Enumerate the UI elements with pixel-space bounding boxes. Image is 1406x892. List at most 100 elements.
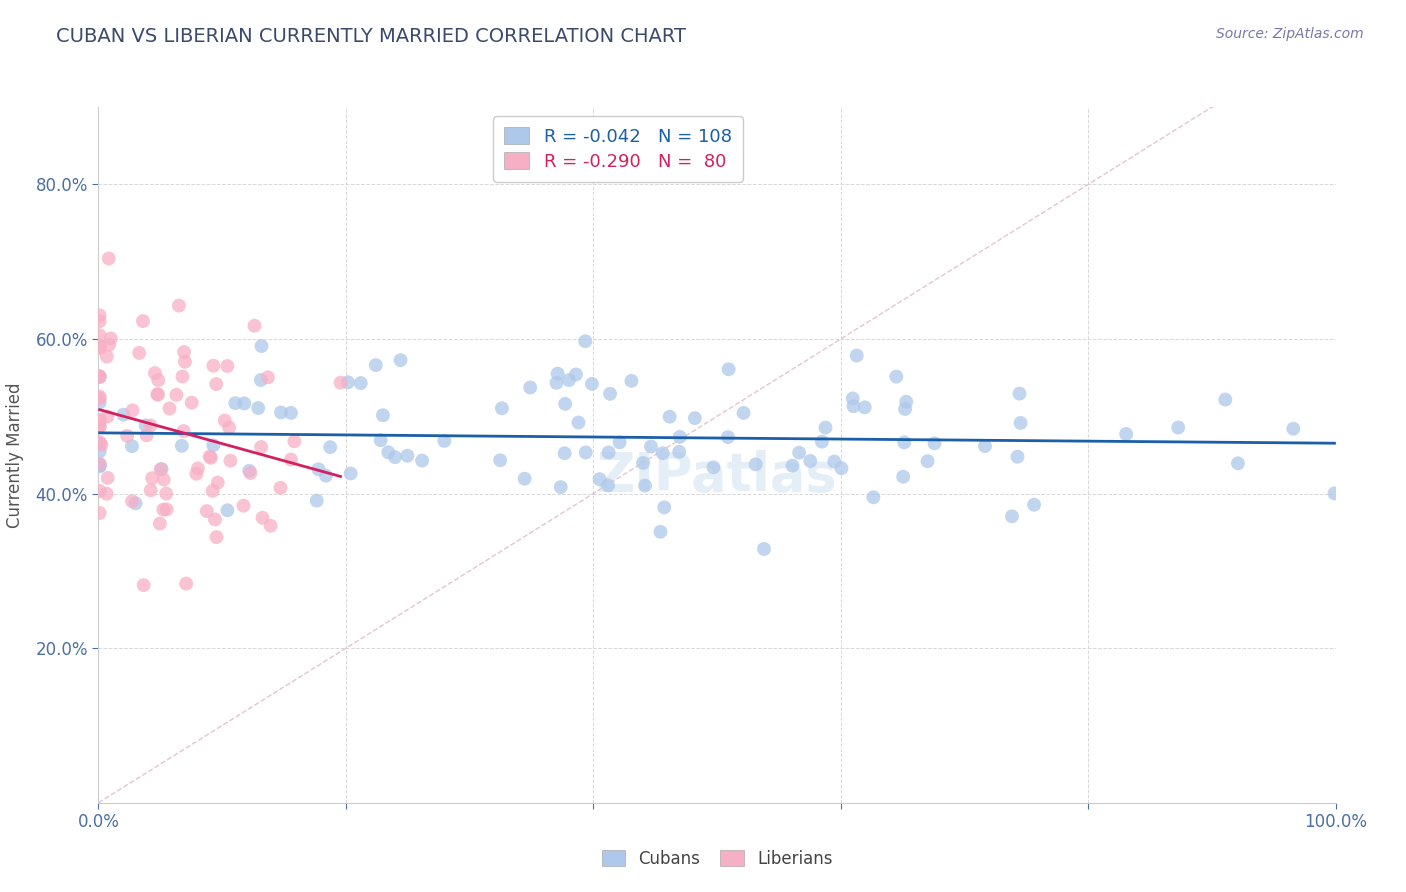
Point xyxy=(198,450,221,464)
Legend: Cubans, Liberians: Cubans, Liberians xyxy=(595,843,839,874)
Point xyxy=(305,493,328,508)
Point xyxy=(658,409,681,424)
Point xyxy=(195,504,218,518)
Point xyxy=(174,576,197,591)
Point xyxy=(1008,386,1031,401)
Point xyxy=(89,419,111,434)
Point xyxy=(842,399,865,413)
Y-axis label: Currently Married: Currently Married xyxy=(7,382,24,528)
Point xyxy=(132,314,155,328)
Point xyxy=(219,454,242,468)
Point xyxy=(377,445,399,459)
Point xyxy=(894,401,917,416)
Point xyxy=(89,369,111,384)
Point xyxy=(891,469,914,483)
Point xyxy=(371,408,394,422)
Point xyxy=(1115,427,1137,442)
Point xyxy=(146,387,169,401)
Point xyxy=(89,506,111,520)
Point xyxy=(217,503,239,517)
Point xyxy=(799,454,821,468)
Point xyxy=(218,420,240,434)
Point xyxy=(89,328,111,343)
Point xyxy=(782,458,804,473)
Point xyxy=(201,483,224,498)
Point xyxy=(148,373,170,387)
Point xyxy=(239,466,262,480)
Point xyxy=(575,445,598,459)
Point xyxy=(924,436,946,450)
Point xyxy=(98,338,121,352)
Point xyxy=(811,434,834,449)
Point xyxy=(489,453,512,467)
Point xyxy=(280,452,302,467)
Point xyxy=(329,376,352,390)
Point xyxy=(232,499,254,513)
Point xyxy=(149,516,172,531)
Point xyxy=(554,397,576,411)
Point xyxy=(1022,498,1045,512)
Point xyxy=(89,436,111,450)
Point xyxy=(89,391,111,405)
Point xyxy=(167,299,190,313)
Point xyxy=(567,416,589,430)
Point xyxy=(752,541,775,556)
Point xyxy=(128,346,150,360)
Point xyxy=(96,350,118,364)
Point xyxy=(173,345,195,359)
Point xyxy=(96,409,118,424)
Point xyxy=(546,376,568,390)
Point xyxy=(187,461,209,475)
Point xyxy=(89,419,111,434)
Point xyxy=(652,500,675,515)
Point xyxy=(121,403,143,417)
Point xyxy=(588,472,610,486)
Point xyxy=(558,373,581,387)
Point xyxy=(238,464,260,478)
Point xyxy=(89,413,111,427)
Point xyxy=(97,471,120,485)
Point xyxy=(155,486,177,500)
Point xyxy=(135,428,157,442)
Point xyxy=(149,462,172,476)
Point xyxy=(596,478,619,492)
Point xyxy=(89,395,111,409)
Point xyxy=(814,420,837,434)
Point xyxy=(156,502,179,516)
Point xyxy=(89,458,111,472)
Point xyxy=(634,478,657,492)
Point xyxy=(100,331,122,345)
Point xyxy=(599,386,621,401)
Point xyxy=(89,483,111,498)
Point xyxy=(257,370,280,384)
Point xyxy=(853,401,876,415)
Point xyxy=(152,473,174,487)
Point xyxy=(598,445,620,459)
Point xyxy=(89,458,111,472)
Point xyxy=(733,406,755,420)
Point xyxy=(270,405,292,419)
Point xyxy=(207,475,229,490)
Point xyxy=(896,394,918,409)
Point xyxy=(132,578,155,592)
Point xyxy=(823,454,845,468)
Point xyxy=(89,339,111,353)
Point xyxy=(336,376,359,390)
Point xyxy=(893,435,915,450)
Point xyxy=(172,369,194,384)
Point xyxy=(683,411,706,425)
Point xyxy=(862,490,884,504)
Point xyxy=(565,368,588,382)
Point xyxy=(174,354,197,368)
Point xyxy=(519,380,541,394)
Point xyxy=(89,370,111,384)
Point xyxy=(217,359,239,373)
Point xyxy=(845,349,868,363)
Point xyxy=(620,374,643,388)
Point xyxy=(1323,486,1346,500)
Point xyxy=(884,369,907,384)
Point xyxy=(308,462,330,476)
Point xyxy=(433,434,456,448)
Point xyxy=(917,454,939,468)
Point xyxy=(1167,420,1189,434)
